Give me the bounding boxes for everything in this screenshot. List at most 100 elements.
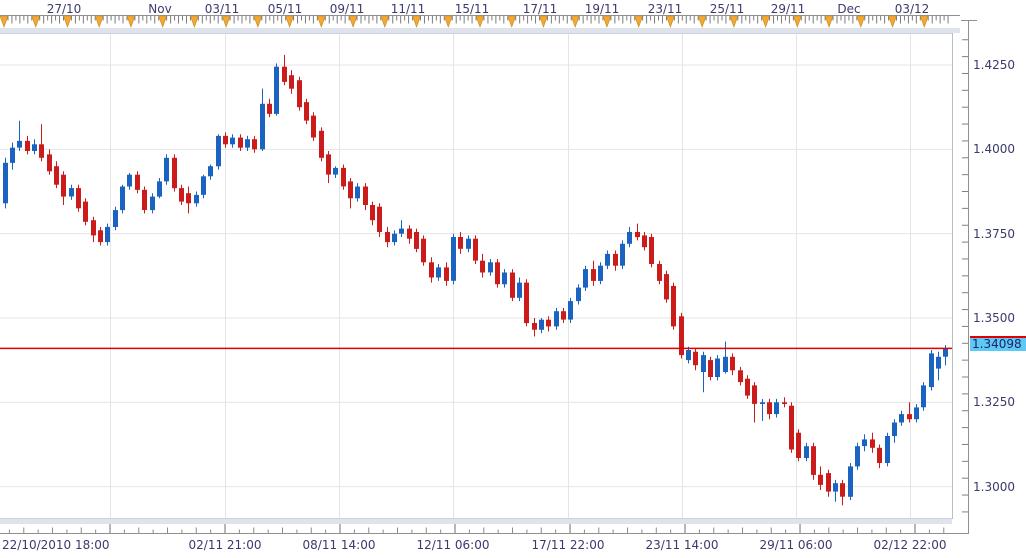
top-date-label: 03/11 [204, 2, 240, 16]
candle-body-up [627, 232, 632, 244]
candlestick [282, 54, 287, 86]
candle-body-up [701, 355, 706, 372]
timeframe-marker-icon [570, 15, 580, 28]
candlestick [127, 173, 132, 190]
candlestick [69, 184, 74, 200]
bottom-time-label: 12/11 06:00 [416, 538, 490, 552]
candlestick [730, 353, 735, 376]
candle-body-down [679, 316, 684, 356]
price-axis-label: 1.3750 [973, 227, 1015, 241]
candle-body-up [10, 147, 15, 163]
candle-body-down [796, 432, 801, 458]
candle-body-down [370, 205, 375, 221]
candlestick [201, 174, 206, 199]
bottom-time-label: 02/12 22:00 [873, 538, 947, 552]
candlestick [370, 201, 375, 226]
candle-body-up [3, 162, 8, 204]
candle-body-up [436, 267, 441, 278]
candle-body-up [157, 181, 162, 197]
candlestick [120, 184, 125, 214]
top-date-label: Dec [837, 2, 861, 16]
candlestick [855, 442, 860, 470]
candlestick [488, 259, 493, 276]
candle-body-up [804, 446, 809, 458]
candlestick [671, 282, 676, 330]
candle-body-down [429, 262, 434, 278]
timeframe-marker-icon [285, 15, 295, 28]
candlestick [61, 171, 66, 205]
candle-body-down [495, 262, 500, 285]
candlestick [238, 134, 243, 151]
current-price-value: 1.34098 [972, 337, 1022, 351]
candle-body-down [326, 154, 331, 175]
candlestick [576, 284, 581, 305]
candlestick [539, 318, 544, 334]
candle-body-down [186, 193, 191, 204]
candlestick [568, 297, 573, 323]
timeframe-marker-icon [919, 15, 929, 28]
top-date-label: 15/11 [454, 2, 490, 16]
candlestick [929, 350, 934, 391]
candlestick [355, 183, 360, 202]
top-date-label: 25/11 [709, 2, 745, 16]
timeframe-marker-icon [189, 15, 199, 28]
candle-body-up [32, 144, 37, 151]
candle-body-down [238, 137, 243, 148]
candle-body-down [811, 446, 816, 475]
candle-body-down [826, 473, 831, 492]
candle-body-down [311, 115, 316, 138]
candle-body-down [135, 174, 140, 190]
candlestick [745, 375, 750, 399]
candlestick [921, 382, 926, 411]
candle-body-up [774, 402, 779, 415]
candlestick [458, 232, 463, 254]
top-date-label: 27/10 [46, 2, 82, 16]
top-date-label: 03/12 [894, 2, 930, 16]
candlestick [664, 270, 669, 303]
candle-body-up [488, 262, 493, 273]
candle-body-up [274, 66, 279, 114]
candlestick [245, 135, 250, 151]
candle-body-up [833, 483, 838, 492]
timeframe-marker-icon [697, 15, 707, 28]
candle-body-down [745, 378, 750, 396]
candle-body-up [885, 436, 890, 463]
price-axis-label: 1.3250 [973, 395, 1015, 409]
candle-body-down [870, 439, 875, 448]
candle-body-down [142, 189, 147, 210]
candle-body-up [943, 348, 948, 357]
candlestick [899, 410, 904, 426]
candle-body-down [289, 75, 294, 89]
candlestick [804, 442, 809, 462]
candlestick [32, 139, 37, 155]
candlestick [848, 463, 853, 501]
candle-body-down [377, 206, 382, 232]
candle-body-down [738, 370, 743, 383]
candle-body-down [473, 238, 478, 261]
candle-body-up [105, 226, 110, 243]
timeframe-marker-icon [94, 15, 104, 28]
timeframe-marker-icon [792, 15, 802, 28]
candlestick [194, 191, 199, 207]
timeframe-marker-icon [221, 15, 231, 28]
candlestick [885, 432, 890, 467]
candle-body-down [39, 144, 44, 158]
candle-body-up [245, 139, 250, 148]
candlestick [289, 70, 294, 94]
candlestick [583, 265, 588, 291]
candle-body-up [113, 210, 118, 227]
candle-body-down [730, 356, 735, 371]
candle-body-up [216, 135, 221, 167]
candle-body-down [671, 285, 676, 327]
candle-body-down [47, 154, 52, 172]
candle-body-up [914, 407, 919, 420]
top-date-label: 17/11 [522, 2, 558, 16]
candlestick [17, 120, 22, 151]
candlestick [333, 166, 338, 178]
candlestick [620, 240, 625, 270]
candlestick [10, 142, 15, 170]
candlestick [150, 193, 155, 214]
candle-body-down [789, 405, 794, 450]
